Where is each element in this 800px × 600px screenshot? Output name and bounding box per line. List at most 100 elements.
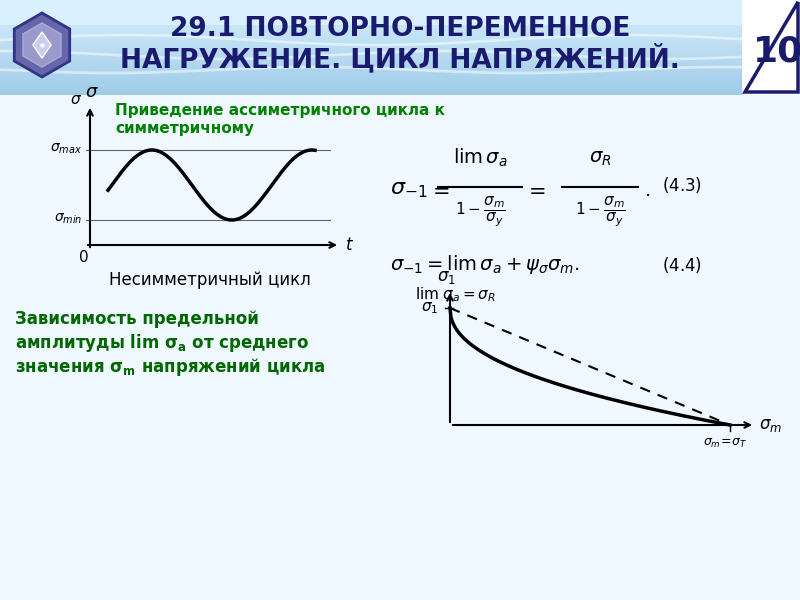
Bar: [0, 86, 800, 87]
Bar: [0, 40, 800, 41]
Bar: [0, 50, 800, 51]
Text: $\sigma_m\!=\!\sigma_T$: $\sigma_m\!=\!\sigma_T$: [703, 436, 747, 449]
Bar: [0, 79, 800, 80]
Text: $=$: $=$: [428, 180, 450, 200]
Text: $(4.3)$: $(4.3)$: [662, 175, 702, 195]
Bar: [0, 4, 800, 5]
Text: 0: 0: [79, 250, 89, 265]
Bar: [0, 45, 800, 46]
Text: $\sigma_R$: $\sigma_R$: [589, 148, 611, 167]
Text: $1 - \dfrac{\sigma_m}{\sigma_y}$: $1 - \dfrac{\sigma_m}{\sigma_y}$: [454, 195, 506, 229]
Bar: [0, 93, 800, 94]
Text: $(4.4)$: $(4.4)$: [662, 255, 702, 275]
Bar: [0, 1, 800, 2]
Bar: [0, 46, 800, 47]
Text: 29.1 ПОВТОРНО-ПЕРЕМЕННОЕ: 29.1 ПОВТОРНО-ПЕРЕМЕННОЕ: [170, 16, 630, 42]
Bar: [0, 35, 800, 36]
Bar: [0, 15, 800, 16]
Text: $.$: $.$: [644, 181, 656, 199]
Text: $\sigma_1$: $\sigma_1$: [437, 268, 455, 286]
Text: $\sigma_{max}$: $\sigma_{max}$: [50, 142, 82, 156]
Bar: [0, 87, 800, 88]
Text: симметричному: симметричному: [115, 121, 254, 136]
Text: $\sigma$: $\sigma$: [70, 92, 82, 107]
Bar: [0, 90, 800, 91]
Text: Приведение ассиметричного цикла к: Приведение ассиметричного цикла к: [115, 103, 445, 118]
Bar: [0, 32, 800, 33]
Bar: [0, 76, 800, 77]
Bar: [0, 41, 800, 42]
Bar: [0, 69, 800, 70]
Bar: [0, 22, 800, 23]
Bar: [0, 10, 800, 11]
Text: $1 - \dfrac{\sigma_m}{\sigma_y}$: $1 - \dfrac{\sigma_m}{\sigma_y}$: [574, 195, 626, 229]
Bar: [0, 38, 800, 39]
Bar: [0, 31, 800, 32]
Bar: [0, 36, 800, 37]
Bar: [0, 80, 800, 81]
Bar: [0, 59, 800, 60]
Bar: [0, 61, 800, 62]
Text: Несимметричный цикл: Несимметричный цикл: [109, 271, 311, 289]
Bar: [0, 62, 800, 63]
Text: Зависимость предельной: Зависимость предельной: [15, 310, 259, 328]
Bar: [0, 24, 800, 25]
Bar: [0, 39, 800, 40]
Bar: [0, 70, 800, 71]
Polygon shape: [23, 23, 61, 67]
Text: значения $\mathbf{\sigma_m}$ напряжений цикла: значения $\mathbf{\sigma_m}$ напряжений …: [15, 356, 326, 378]
Bar: [0, 7, 800, 8]
Bar: [0, 82, 800, 83]
Text: $t$: $t$: [345, 236, 354, 254]
Bar: [0, 94, 800, 95]
Bar: [0, 26, 800, 27]
Bar: [0, 55, 800, 56]
Bar: [0, 20, 800, 21]
Bar: [0, 42, 800, 43]
Bar: [742, 0, 800, 95]
Bar: [0, 74, 800, 75]
Bar: [0, 25, 800, 26]
Bar: [0, 77, 800, 78]
Text: НАГРУЖЕНИЕ. ЦИКЛ НАПРЯЖЕНИЙ.: НАГРУЖЕНИЕ. ЦИКЛ НАПРЯЖЕНИЙ.: [120, 44, 680, 74]
Bar: [0, 73, 800, 74]
Bar: [0, 21, 800, 22]
Bar: [0, 89, 800, 90]
Text: $\sigma_m$: $\sigma_m$: [759, 416, 782, 434]
Bar: [0, 9, 800, 10]
Polygon shape: [33, 32, 51, 58]
Bar: [0, 60, 800, 61]
Bar: [0, 72, 800, 73]
Bar: [0, 91, 800, 92]
Bar: [0, 27, 800, 28]
Bar: [0, 56, 800, 57]
Bar: [0, 14, 800, 15]
Bar: [0, 49, 800, 50]
Bar: [0, 53, 800, 54]
Bar: [0, 33, 800, 34]
Bar: [0, 47, 800, 48]
Bar: [0, 23, 800, 24]
Bar: [0, 85, 800, 86]
Text: $\mathrm{lim}\;\sigma_a = \sigma_R$: $\mathrm{lim}\;\sigma_a = \sigma_R$: [415, 286, 496, 304]
Bar: [0, 12, 800, 13]
Bar: [0, 65, 800, 66]
Bar: [0, 28, 800, 29]
Bar: [0, 17, 800, 18]
Text: $\sigma_{-1}$: $\sigma_{-1}$: [390, 180, 427, 200]
Bar: [0, 19, 800, 20]
Bar: [0, 88, 800, 89]
Bar: [0, 0, 800, 25]
Bar: [0, 63, 800, 64]
Text: 10: 10: [753, 35, 800, 69]
Bar: [0, 51, 800, 52]
Bar: [0, 5, 800, 6]
Text: $\sigma$: $\sigma$: [85, 83, 99, 101]
Bar: [0, 68, 800, 69]
Bar: [0, 37, 800, 38]
Bar: [0, 84, 800, 85]
Bar: [0, 30, 800, 31]
Bar: [0, 29, 800, 30]
Bar: [0, 2, 800, 3]
Bar: [0, 58, 800, 59]
